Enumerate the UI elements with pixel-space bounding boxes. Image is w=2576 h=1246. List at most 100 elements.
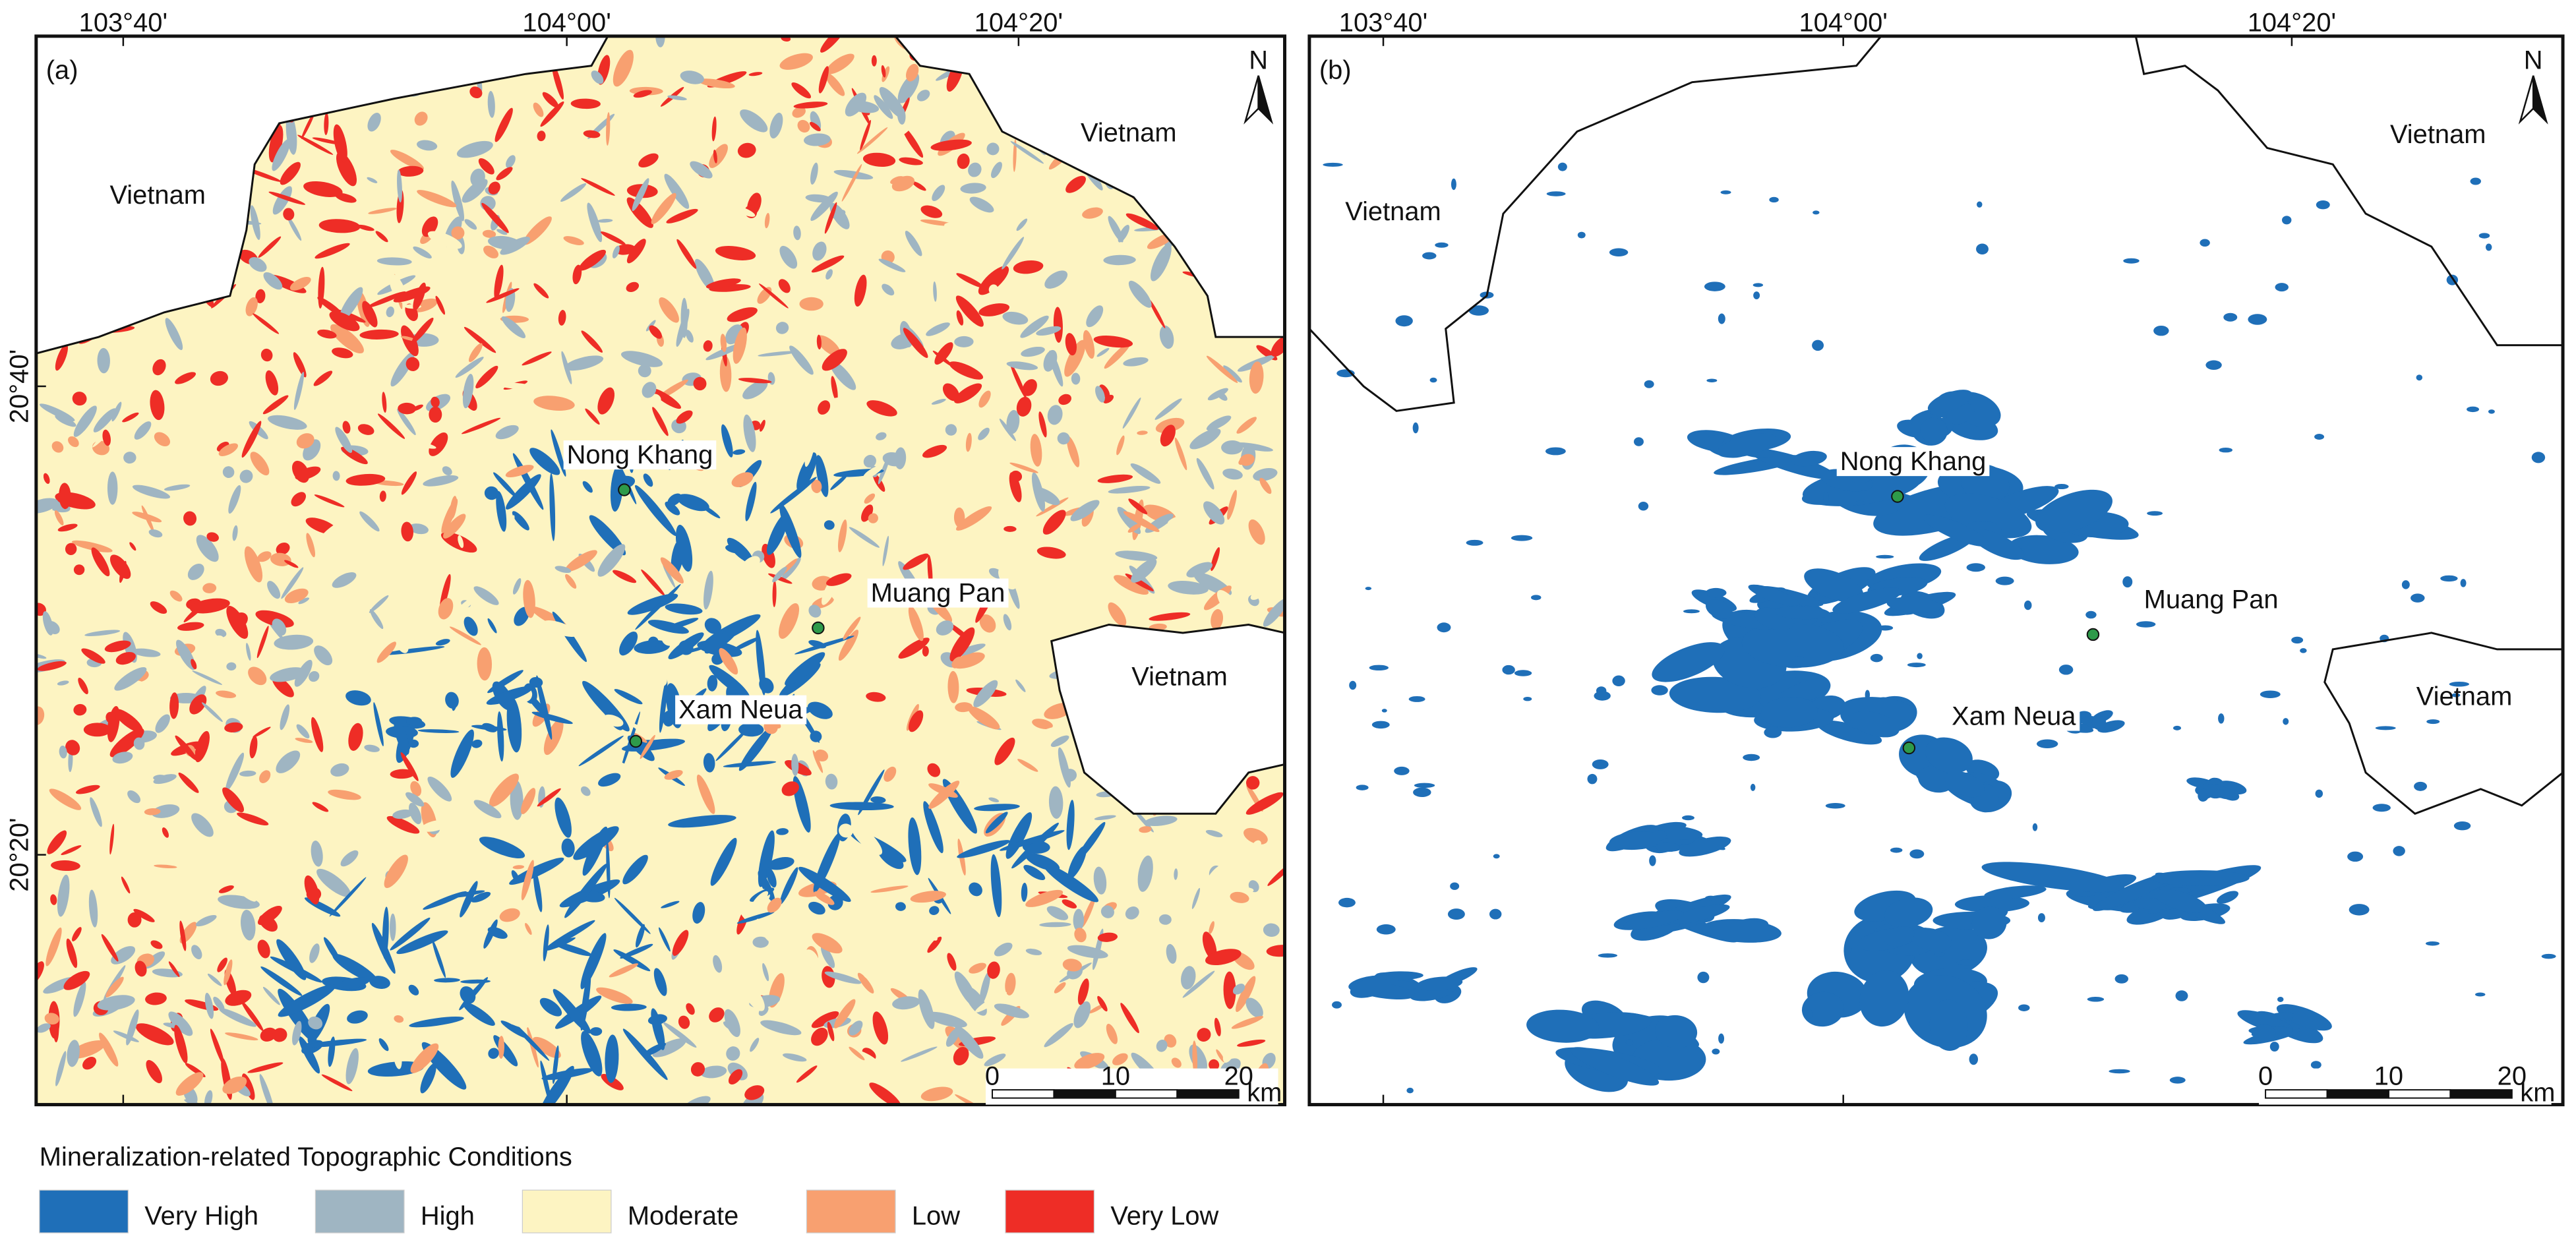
terrain-patch: [133, 680, 152, 702]
favorable-area: [1653, 830, 1667, 841]
terrain-patch: [71, 927, 82, 941]
terrain-patch: [57, 874, 70, 917]
terrain-patch: [945, 424, 957, 436]
terrain-patch: [367, 177, 378, 183]
terrain-patch: [620, 351, 663, 367]
terrain-patch: [308, 1016, 323, 1030]
terrain-patch: [854, 274, 867, 307]
terrain-patch: [471, 739, 483, 748]
favorable-area: [2248, 314, 2267, 325]
terrain-patch: [1043, 864, 1098, 903]
place-label-bg: [563, 440, 717, 470]
terrain-patch: [202, 583, 217, 593]
terrain-patch: [686, 1003, 695, 1015]
favorable-area: [1706, 378, 1718, 382]
terrain-patch: [1186, 562, 1213, 578]
terrain-patch: [930, 139, 972, 151]
terrain-patch: [380, 646, 445, 655]
terrain-patch: [473, 586, 499, 605]
terrain-patch: [1021, 882, 1028, 902]
favorable-area: [1825, 803, 1845, 809]
terrain-patch: [81, 648, 105, 664]
favorable-area: [1969, 1053, 1979, 1065]
terrain-patch: [1203, 864, 1227, 897]
terrain-patch: [1209, 921, 1214, 934]
favorable-area: [1981, 862, 2125, 893]
terrain-patch: [956, 273, 984, 288]
terrain-patch: [779, 503, 802, 558]
terrain-patch: [821, 945, 835, 968]
terrain-patch: [135, 961, 147, 977]
terrain-patch: [73, 564, 85, 576]
terrain-patch: [614, 897, 651, 934]
terrain-patch: [581, 1030, 603, 1077]
terrain-patch: [665, 501, 680, 516]
terrain-patch: [641, 569, 665, 597]
terrain-patch: [113, 1030, 139, 1042]
place-marker: [2086, 628, 2100, 641]
terrain-patch: [804, 427, 817, 467]
terrain-patch: [1128, 498, 1148, 515]
terrain-patch: [651, 893, 659, 931]
terrain-patch: [811, 479, 822, 493]
terrain-patch: [882, 452, 905, 467]
terrain-patch: [514, 607, 529, 626]
terrain-patch: [293, 372, 305, 410]
terrain-patch: [541, 1068, 594, 1081]
place-label: Xam Neua: [1952, 702, 2076, 731]
favorable-area: [1594, 691, 1611, 701]
favorable-area: [1966, 563, 1985, 572]
terrain-patch: [289, 277, 311, 291]
terrain-patch: [1240, 887, 1254, 893]
terrain-patch: [1149, 612, 1191, 621]
terrain-patch: [73, 405, 97, 437]
terrain-patch: [487, 927, 508, 939]
terrain-patch: [537, 788, 561, 807]
terrain-patch: [1062, 899, 1077, 908]
terrain-patch: [1112, 1053, 1128, 1065]
terrain-patch: [215, 628, 227, 638]
terrain-patch: [591, 70, 604, 84]
place-label: Nong Khang: [567, 440, 713, 469]
terrain-patch: [825, 269, 833, 280]
terrain-patch: [816, 455, 829, 497]
terrain-patch: [698, 521, 707, 534]
terrain-patch: [694, 258, 715, 291]
terrain-patch: [1010, 363, 1027, 399]
terrain-patch: [1235, 442, 1273, 452]
terrain-patch: [59, 483, 71, 510]
terrain-patch: [386, 306, 394, 318]
terrain-patch: [522, 351, 552, 366]
favorable-area: [1884, 926, 1915, 947]
terrain-patch: [960, 183, 986, 194]
terrain-patch: [988, 284, 998, 295]
favorable-area: [2036, 739, 2058, 748]
terrain-patch: [1013, 260, 1044, 274]
favorable-area: [2058, 665, 2074, 675]
terrain-patch: [382, 906, 389, 959]
terrain-patch: [1182, 970, 1215, 998]
terrain-patch: [1248, 519, 1265, 545]
terrain-patch: [394, 1015, 404, 1023]
terrain-patch: [1002, 311, 1029, 325]
terrain-patch: [486, 686, 533, 705]
terrain-patch: [863, 969, 884, 981]
terrain-patch: [225, 752, 245, 792]
terrain-patch: [957, 153, 970, 169]
map-b-terrain: [1309, 36, 2563, 1105]
terrain-patch: [298, 597, 310, 605]
terrain-patch: [47, 830, 67, 854]
terrain-patch: [42, 611, 53, 636]
favorable-area: [1702, 919, 1782, 943]
terrain-patch: [348, 723, 363, 751]
favorable-area: [2349, 904, 2370, 916]
terrain-patch: [1009, 462, 1038, 473]
terrain-patch: [984, 1053, 1006, 1067]
terrain-patch: [849, 1046, 865, 1061]
terrain-patch: [752, 936, 769, 948]
terrain-patch: [551, 63, 564, 100]
terrain-patch: [668, 815, 736, 828]
favorable-area: [2478, 233, 2490, 239]
terrain-patch: [916, 918, 938, 941]
terrain-patch: [920, 1086, 953, 1102]
